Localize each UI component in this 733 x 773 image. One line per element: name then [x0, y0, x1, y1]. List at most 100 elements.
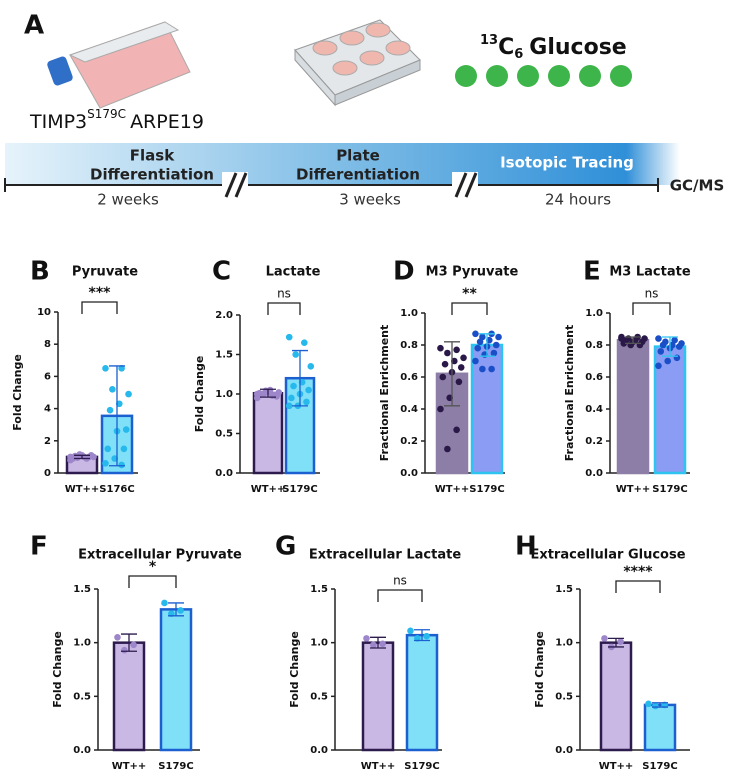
y-tick-label: 8	[44, 339, 51, 350]
chart-title: M3 Pyruvate	[426, 265, 519, 280]
y-tick-label: 2.0	[215, 310, 233, 321]
error-bar	[109, 365, 125, 467]
data-point	[121, 646, 128, 654]
y-axis-label: Fold Change	[51, 631, 64, 708]
data-point	[618, 335, 625, 342]
step-label: Differentiation	[296, 166, 420, 184]
chart-title: Pyruvate	[72, 265, 138, 280]
data-point	[453, 346, 460, 354]
data-point	[407, 627, 414, 635]
chart-title: Lactate	[266, 265, 321, 280]
bar	[252, 391, 284, 475]
y-tick-label: 0.0	[73, 745, 91, 756]
step-label: Isotopic Tracing	[500, 154, 634, 172]
y-axis-label: Fractional Enrichment	[378, 325, 391, 462]
y-axis-label: Fold Change	[533, 631, 546, 708]
data-point	[490, 349, 498, 357]
significance-bracket	[377, 589, 423, 602]
y-tick-label: 1.0	[215, 389, 233, 400]
cell-line-label: TIMP3S179C ARPE19	[29, 107, 204, 133]
y-tick-label: 1.5	[555, 584, 573, 595]
y-tick-label: 0.0	[400, 468, 418, 479]
bar	[405, 633, 439, 752]
data-point	[437, 405, 444, 413]
panel-letter: C	[212, 257, 231, 287]
data-point	[122, 426, 130, 433]
y-tick-label: 0.5	[555, 691, 573, 702]
y-tick-label: 1.0	[555, 638, 573, 649]
data-point	[659, 341, 667, 349]
significance-label: *	[149, 559, 157, 575]
significance-bracket	[632, 302, 671, 315]
y-axis-label: Fractional Enrichment	[563, 325, 576, 462]
y-tick-label: 0.5	[215, 429, 233, 440]
data-point	[455, 378, 463, 386]
plate-icon	[294, 19, 421, 107]
significance-bracket	[128, 575, 177, 588]
data-point	[472, 357, 479, 365]
data-point	[460, 354, 467, 362]
y-axis-label: Fold Change	[11, 354, 24, 431]
y-tick-label: 0.0	[215, 468, 233, 479]
data-point	[492, 341, 500, 349]
data-point	[363, 635, 370, 642]
data-point	[474, 344, 482, 352]
data-point	[161, 599, 168, 607]
significance-label: **	[462, 286, 477, 302]
data-point	[288, 394, 295, 402]
data-point	[437, 344, 444, 352]
data-point	[495, 333, 502, 341]
data-point	[444, 349, 451, 357]
x-tick-label: S179C	[469, 484, 504, 495]
y-tick-label: 0.8	[585, 340, 603, 351]
y-tick-label: 0.4	[400, 404, 418, 415]
tracer-label: 13C6 Glucose	[480, 33, 627, 62]
data-point	[601, 635, 608, 642]
significance-bracket	[451, 302, 488, 315]
bar	[470, 343, 504, 475]
data-point	[479, 365, 486, 373]
chart-title: M3 Lactate	[609, 265, 690, 280]
data-point	[488, 365, 495, 373]
bar	[643, 703, 677, 752]
data-point	[76, 451, 83, 458]
x-tick-label: S179C	[652, 484, 687, 495]
x-tick-label: S179C	[404, 761, 439, 772]
y-tick-label: 0.0	[310, 745, 328, 756]
x-tick-label: WT++	[435, 484, 470, 495]
data-point	[102, 460, 109, 467]
data-point	[439, 373, 447, 381]
y-tick-label: 0.5	[310, 691, 328, 702]
data-point	[253, 390, 261, 398]
data-point	[379, 640, 386, 648]
x-tick-label: S176C	[99, 484, 134, 495]
data-point	[655, 335, 662, 342]
y-tick-label: 1.5	[73, 584, 91, 595]
y-tick-label: 0.4	[585, 404, 603, 415]
glucose-chain	[455, 65, 632, 87]
data-point	[106, 406, 114, 414]
timeline-break	[222, 172, 478, 198]
data-point	[120, 445, 128, 453]
step-label: Flask	[130, 147, 175, 165]
data-point	[111, 455, 118, 462]
data-point	[444, 445, 451, 453]
step-duration: 3 weeks	[339, 191, 401, 209]
timeline-band	[5, 143, 680, 185]
data-point	[130, 641, 137, 649]
significance-bracket	[267, 302, 301, 315]
error-bar	[652, 702, 668, 708]
x-tick-label: WT++	[65, 484, 100, 495]
panel-letter: E	[583, 257, 601, 287]
chart-title: Extracellular Glucose	[530, 548, 685, 563]
error-bar	[121, 633, 137, 652]
panel-letter: H	[515, 532, 537, 562]
data-point	[675, 343, 683, 350]
error-bar	[662, 336, 678, 357]
data-point	[673, 354, 681, 362]
data-point	[472, 330, 479, 338]
y-tick-label: 6	[44, 371, 51, 382]
data-point	[285, 333, 293, 341]
bar	[599, 641, 633, 752]
data-point	[305, 386, 312, 394]
